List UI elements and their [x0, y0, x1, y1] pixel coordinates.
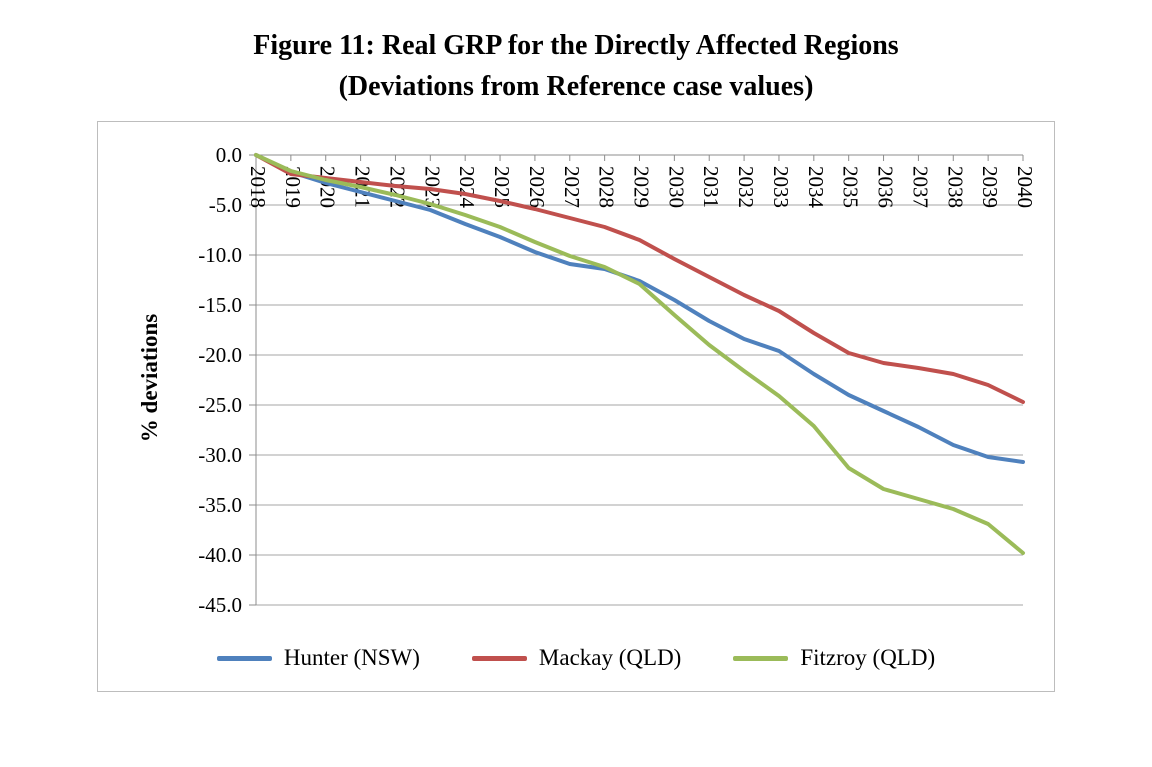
- y-tick-label: -30.0: [198, 443, 242, 467]
- x-tick-label: 2026: [525, 166, 549, 208]
- chart-legend: Hunter (NSW) Mackay (QLD) Fitzroy (QLD): [98, 645, 1054, 671]
- y-tick-label: -25.0: [198, 393, 242, 417]
- figure-title-line-1: Figure 11: Real GRP for the Directly Aff…: [253, 30, 899, 61]
- x-tick-label: 2029: [630, 166, 654, 208]
- line-chart: 0.0 -5.0 -10.0 -15.0 -20.0 -25.0 -30.0 -35.0 -40…: [198, 143, 1037, 617]
- x-tick-label: 2033: [769, 166, 793, 208]
- x-tick-label: 2036: [874, 166, 898, 208]
- x-tick-label: 2035: [839, 166, 863, 208]
- x-tick-label: 2024: [455, 166, 479, 209]
- y-tick-label: -20.0: [198, 343, 242, 367]
- y-axis-title: % deviations: [137, 313, 162, 443]
- series-line-mackay-qld: [254, 153, 1025, 404]
- series-line-fitzroy-qld: [254, 153, 1025, 555]
- x-tick-label: 2028: [595, 166, 619, 208]
- legend-label-hunter-nsw: Hunter (NSW): [283, 645, 420, 670]
- x-tick-label: 2031: [699, 166, 723, 208]
- legend-item-mackay-qld: Mackay (QLD): [471, 645, 682, 671]
- legend-swatch-fitzroy-qld: [733, 655, 789, 661]
- y-tick-label: -35.0: [198, 493, 242, 517]
- x-tick-label: 2040: [1013, 166, 1037, 208]
- legend-item-fitzroy-qld: Fitzroy (QLD): [733, 645, 935, 671]
- x-tick-label: 2038: [943, 166, 967, 208]
- x-tick-label: 2039: [978, 166, 1002, 208]
- x-tick-label: 2030: [664, 166, 688, 208]
- x-tick-label: 2034: [804, 166, 828, 209]
- figure-title-line-2: (Deviations from Reference case values): [338, 70, 814, 102]
- x-tick-label: 2025: [490, 166, 514, 208]
- x-tick-label: 2027: [560, 166, 584, 208]
- series-line-hunter-nsw: [254, 153, 1025, 464]
- legend-label-mackay-qld: Mackay (QLD): [538, 645, 682, 670]
- figure-title: Figure 11: Real GRP for the Directly Aff…: [0, 26, 1152, 107]
- legend-item-hunter-nsw: Hunter (NSW): [216, 645, 420, 671]
- y-tick-label: -5.0: [209, 193, 242, 217]
- legend-label-fitzroy-qld: Fitzroy (QLD): [800, 645, 936, 670]
- y-tick-label: -45.0: [198, 593, 242, 617]
- y-tick-label: -40.0: [198, 543, 242, 567]
- x-tick-label: 2032: [734, 166, 758, 208]
- legend-swatch-hunter-nsw: [216, 655, 272, 661]
- y-tick-label: 0.0: [216, 143, 242, 167]
- x-tick-label: 2037: [908, 166, 932, 208]
- chart-area: 0.0 -5.0 -10.0 -15.0 -20.0 -25.0 -30.0 -35.0 -40…: [97, 121, 1055, 692]
- y-tick-label: -15.0: [198, 293, 242, 317]
- x-tick-label: 2018: [246, 166, 270, 208]
- y-tick-label: -10.0: [198, 243, 242, 267]
- legend-swatch-mackay-qld: [471, 655, 527, 661]
